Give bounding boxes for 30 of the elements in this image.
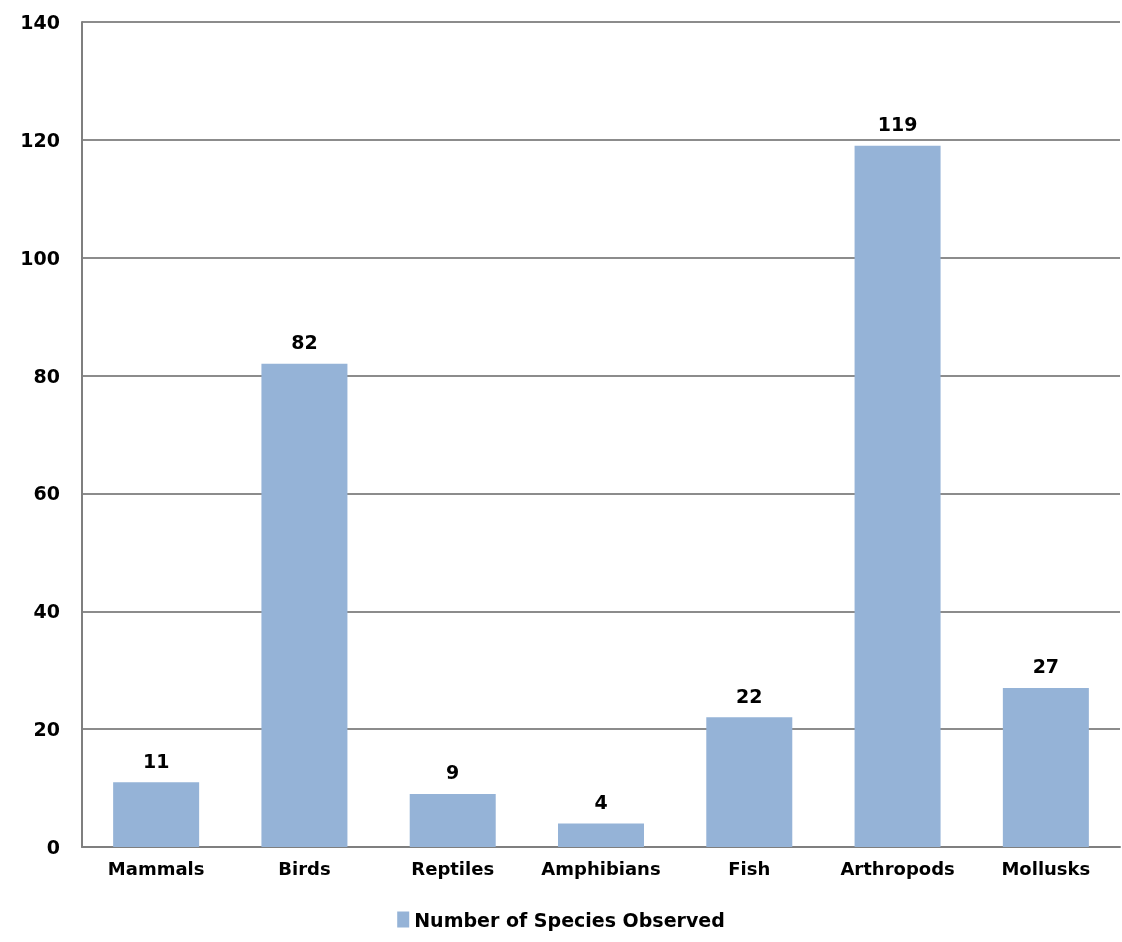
bar bbox=[706, 717, 793, 847]
legend-label: Number of Species Observed bbox=[414, 908, 725, 931]
x-tick-label: Mammals bbox=[107, 857, 205, 879]
bar bbox=[409, 793, 496, 847]
x-tick-label: Arthropods bbox=[840, 857, 955, 879]
data-label: 119 bbox=[877, 113, 918, 136]
data-label: 27 bbox=[1032, 655, 1060, 678]
data-label: 82 bbox=[291, 331, 318, 354]
x-tick-label: Amphibians bbox=[541, 857, 661, 879]
data-label: 11 bbox=[142, 749, 170, 772]
bar bbox=[1002, 687, 1089, 847]
x-tick-label: Mollusks bbox=[1001, 857, 1091, 879]
y-tick-label: 60 bbox=[33, 482, 60, 505]
x-tick-label: Reptiles bbox=[411, 857, 495, 879]
y-tick-label: 20 bbox=[33, 718, 60, 741]
y-tick-label: 40 bbox=[33, 600, 60, 623]
bar bbox=[558, 823, 644, 847]
y-tick-label: 140 bbox=[20, 11, 60, 33]
y-tick-label: 80 bbox=[33, 364, 60, 387]
y-tick-label: 100 bbox=[20, 246, 60, 269]
bar bbox=[854, 145, 941, 847]
x-tick-label: Birds bbox=[278, 857, 331, 879]
bar bbox=[261, 363, 348, 847]
data-label: 9 bbox=[446, 761, 460, 784]
y-tick-label: 120 bbox=[20, 128, 60, 151]
bar bbox=[113, 782, 200, 847]
x-tick-label: Fish bbox=[728, 857, 771, 879]
data-label: 4 bbox=[594, 790, 608, 813]
y-tick-label: 0 bbox=[46, 836, 60, 858]
data-label: 22 bbox=[736, 684, 763, 707]
